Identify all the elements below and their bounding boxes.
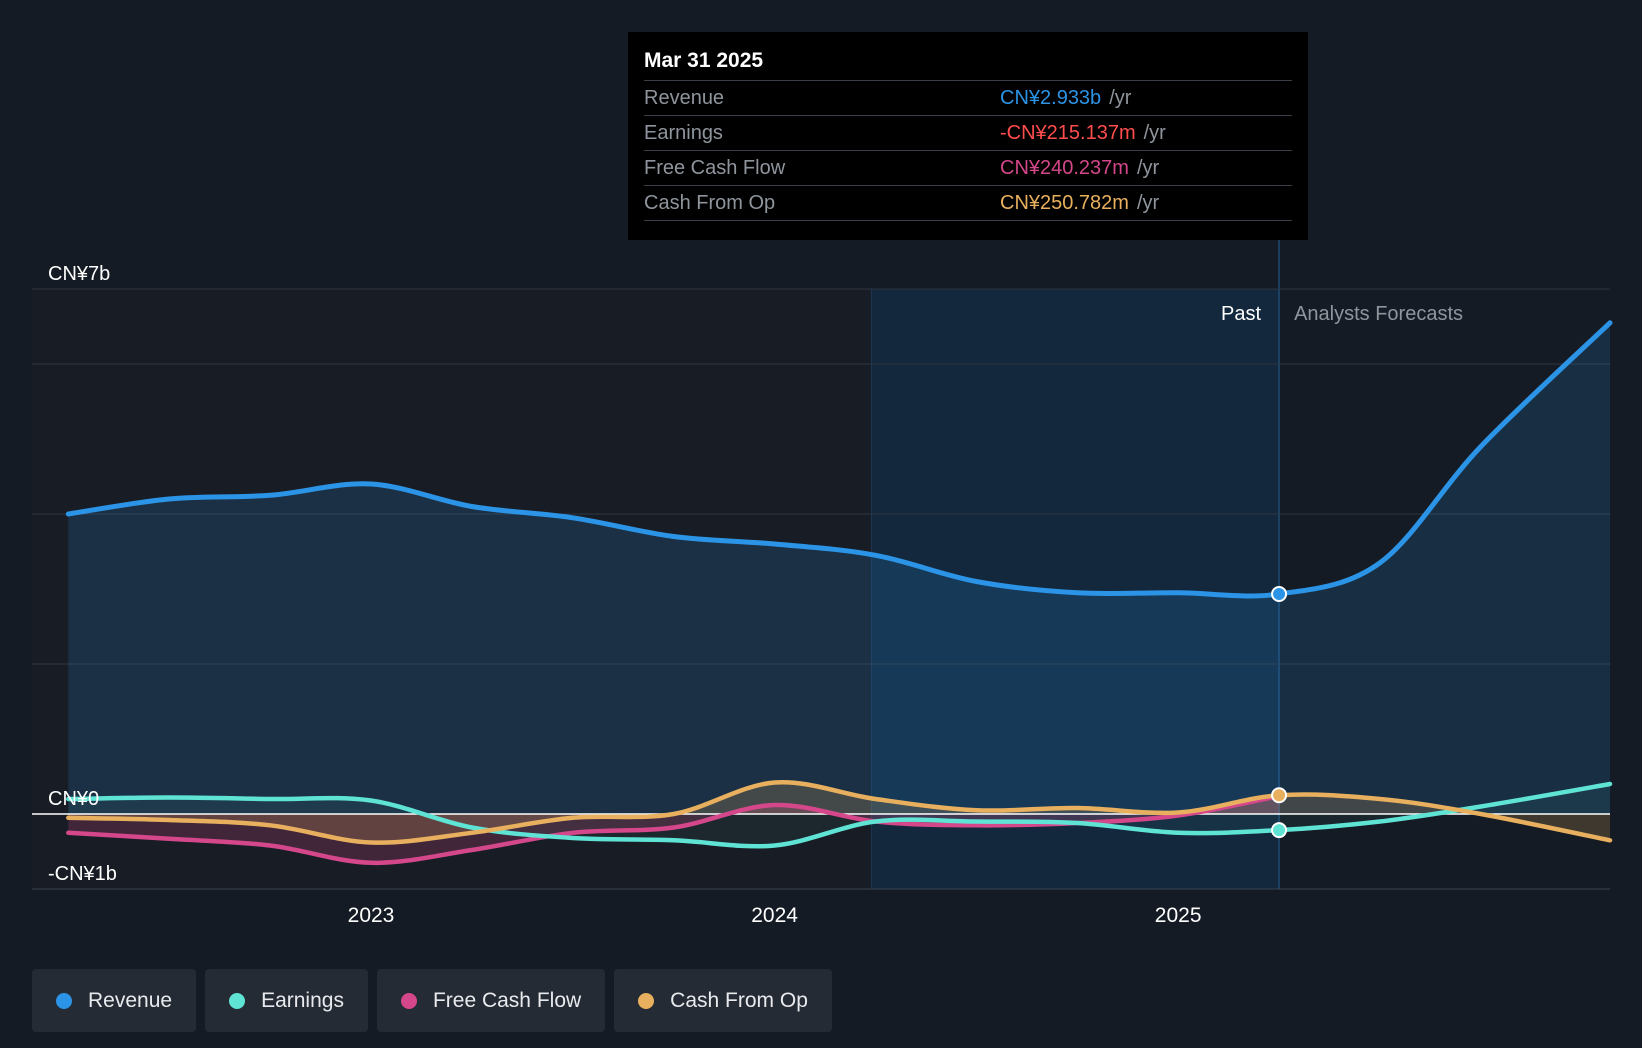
past-label: Past: [1221, 303, 1261, 325]
tooltip-date: Mar 31 2025: [644, 49, 764, 72]
tooltip-label: Earnings: [644, 121, 723, 144]
tooltip-row-cash-from-op: Cash From Op CN¥250.782m /yr: [644, 185, 1292, 221]
series-line-earnings: [66, 781, 1613, 849]
legend-label: Free Cash Flow: [432, 988, 582, 1012]
plot-background-past: [32, 289, 872, 889]
data-point-marker-earnings: [1271, 822, 1288, 839]
series-area-cash-from-op: [68, 782, 1610, 843]
y-tick-label: CN¥0: [48, 788, 99, 810]
x-tick-label: 2025: [1155, 904, 1202, 927]
tooltip-value-earnings: -CN¥215.137m: [1000, 121, 1136, 144]
legend-item-revenue[interactable]: Revenue: [32, 969, 197, 1032]
x-tick-label: 2023: [348, 904, 395, 927]
y-tick-label: -CN¥1b: [48, 863, 117, 885]
series-line-cash-from-op: [66, 779, 1613, 845]
legend-item-cash-from-op[interactable]: Cash From Op: [614, 969, 832, 1032]
tooltip-label: Revenue: [644, 86, 725, 109]
forecast-label: Analysts Forecasts: [1294, 303, 1463, 325]
series-line-revenue: [65, 320, 1613, 599]
tooltip-row-earnings: Earnings -CN¥215.137m /yr: [644, 115, 1292, 150]
x-tick-label: 2024: [751, 904, 798, 927]
tooltip-unit: /yr: [1136, 156, 1160, 179]
tooltip-label: Free Cash Flow: [644, 156, 786, 179]
legend-label: Cash From Op: [670, 988, 808, 1012]
tooltip-row-free-cash-flow: Free Cash Flow CN¥240.237m /yr: [644, 150, 1292, 185]
free-cash-flow-dot-icon: [400, 992, 417, 1009]
earnings-dot-icon: [229, 992, 246, 1009]
tooltip-value-revenue: CN¥2.933b: [1000, 86, 1102, 109]
hover-tooltip: Mar 31 2025 Revenue CN¥2.933b /yr Earnin…: [628, 32, 1308, 240]
series-area-free-cash-flow: [68, 796, 1280, 863]
tooltip-unit: /yr: [1109, 86, 1132, 109]
tooltip-unit: /yr: [1136, 191, 1160, 214]
tooltip-row-revenue: Revenue CN¥2.933b /yr: [644, 80, 1292, 115]
data-point-marker-cash-from-op: [1271, 787, 1288, 804]
revenue-dot-icon: [56, 992, 72, 1009]
past-highlight-region: [871, 289, 1280, 889]
tooltip-value-free-cash-flow: CN¥240.237m: [1000, 156, 1129, 179]
legend-item-earnings[interactable]: Earnings: [205, 969, 368, 1032]
data-point-marker-revenue: [1271, 586, 1288, 603]
cash-from-op-dot-icon: [638, 992, 655, 1009]
legend-item-free-cash-flow[interactable]: Free Cash Flow: [376, 969, 606, 1032]
chart-legend: Revenue Earnings Free Cash Flow Cash Fro…: [32, 969, 832, 1032]
y-tick-label: CN¥7b: [48, 263, 110, 285]
series-area-revenue: [68, 322, 1610, 814]
tooltip-label: Cash From Op: [644, 191, 776, 214]
tooltip-value-cash-from-op: CN¥250.782m: [1000, 191, 1129, 214]
legend-label: Earnings: [261, 988, 344, 1012]
legend-label: Revenue: [88, 988, 173, 1012]
tooltip-unit: /yr: [1143, 121, 1166, 144]
